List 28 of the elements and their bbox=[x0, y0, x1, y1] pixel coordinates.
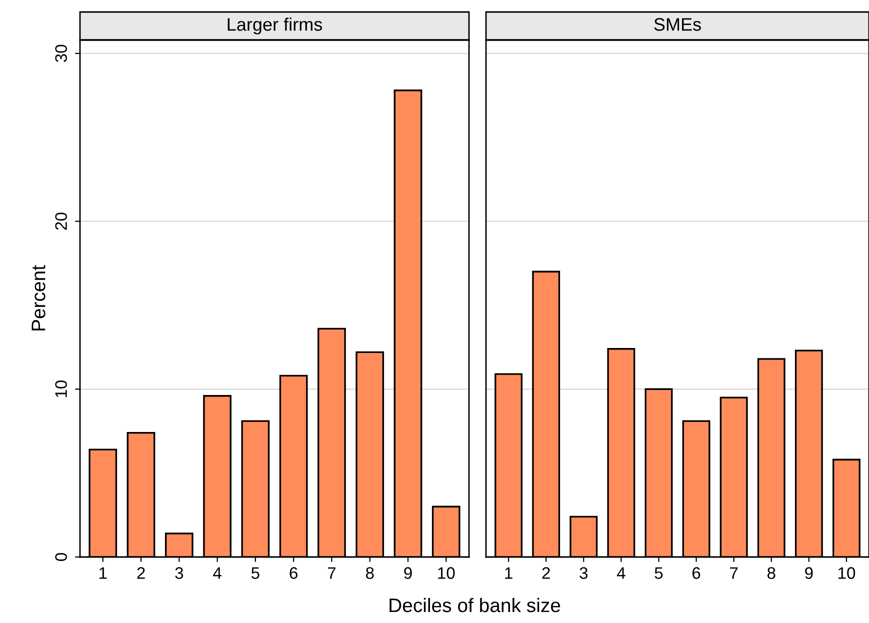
x-tick-label: 8 bbox=[366, 567, 374, 579]
chart-title: SMEs bbox=[654, 18, 701, 31]
x-tick-label: 2 bbox=[137, 567, 145, 579]
x-tick-label: 10 bbox=[438, 567, 455, 579]
x-tick-label: 6 bbox=[692, 567, 700, 579]
x-tick-label: 1 bbox=[100, 567, 107, 579]
x-tick-label: 5 bbox=[654, 567, 663, 579]
x-axis-title: Deciles of bank size bbox=[390, 598, 560, 612]
x-tick-label: 3 bbox=[580, 567, 588, 579]
y-tick-label: 10 bbox=[55, 380, 67, 398]
x-tick-label: 5 bbox=[251, 567, 260, 579]
x-tick-label: 7 bbox=[328, 567, 336, 579]
x-tick-label: 2 bbox=[542, 567, 550, 579]
x-tick-label: 8 bbox=[767, 567, 776, 579]
y-tick-label: 30 bbox=[55, 44, 67, 62]
y-axis-title: Percent bbox=[32, 265, 46, 330]
x-tick-label: 7 bbox=[730, 567, 738, 579]
x-tick-label: 4 bbox=[616, 567, 626, 579]
x-tick-label: 9 bbox=[404, 567, 412, 579]
x-tick-label: 6 bbox=[290, 567, 298, 579]
x-tick-label: 4 bbox=[213, 567, 222, 579]
chart-title: Larger firms bbox=[228, 18, 322, 34]
y-tick-label: 20 bbox=[55, 212, 67, 230]
x-tick-label: 9 bbox=[805, 567, 813, 579]
y-tick-label: 0 bbox=[55, 553, 67, 561]
x-tick-label: 3 bbox=[175, 567, 184, 579]
x-tick-label: 1 bbox=[505, 567, 512, 579]
x-tick-label: 10 bbox=[838, 567, 856, 579]
